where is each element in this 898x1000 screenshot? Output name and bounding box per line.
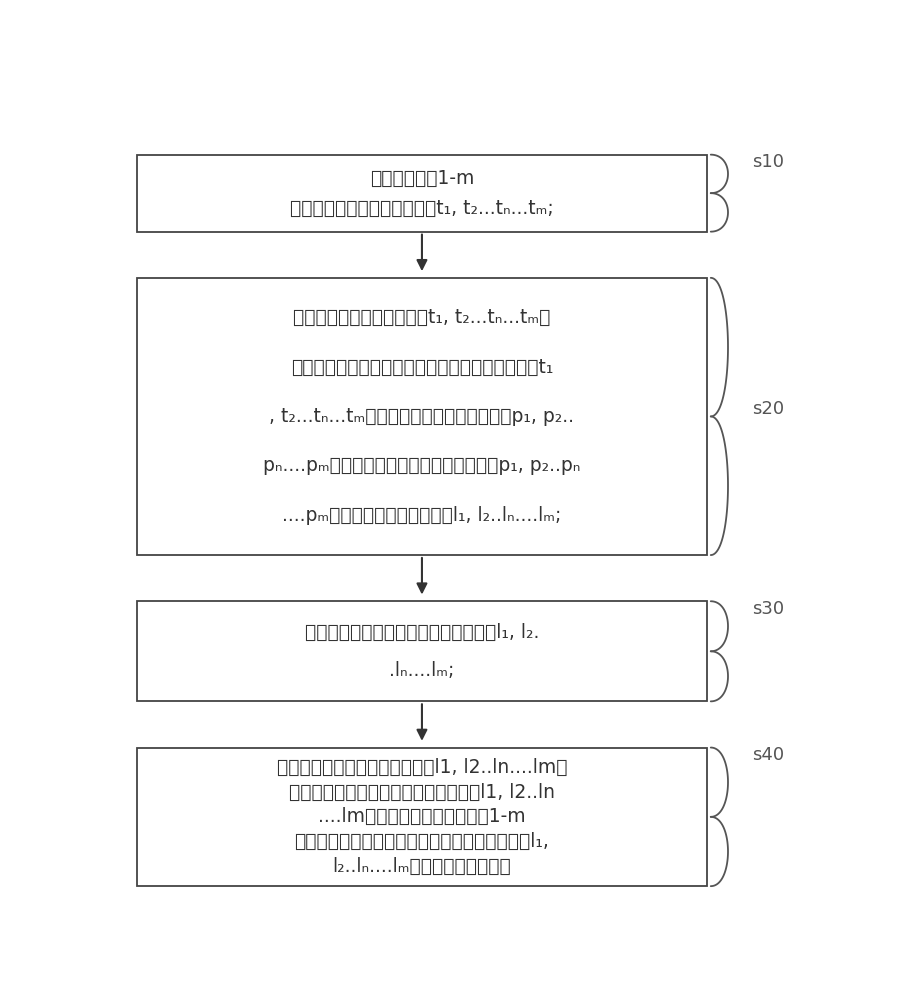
Bar	[136, 278, 708, 555]
Bar	[136, 601, 708, 701]
Text: s40: s40	[753, 746, 785, 764]
Text: 将所述现场过车时间戳信息t₁, t₂...tₙ...tₘ转: 将所述现场过车时间戳信息t₁, t₂...tₙ...tₘ转	[294, 308, 550, 327]
Bar	[136, 748, 708, 886]
Text: , t₂...tₙ...tₘ计算得到现场周期时间过车数p₁, p₂..: , t₂...tₙ...tₘ计算得到现场周期时间过车数p₁, p₂..	[269, 407, 575, 426]
Text: 个车道的现场过车时间戳信息t₁, t₂...tₙ...tₘ;: 个车道的现场过车时间戳信息t₁, t₂...tₙ...tₘ;	[290, 198, 554, 217]
Bar	[136, 155, 708, 232]
Text: 个检测器接口；使得信号机根据所述过车数信息l₁,: 个检测器接口；使得信号机根据所述过车数信息l₁,	[295, 832, 550, 851]
Text: s30: s30	[753, 600, 785, 618]
Text: l₂..lₙ....lₘ调整路口红绿灯配时: l₂..lₙ....lₘ调整路口红绿灯配时	[332, 857, 511, 876]
Text: s20: s20	[753, 400, 785, 418]
Text: 发至服务端，使得服务端根据现场过车时间戳信息t₁: 发至服务端，使得服务端根据现场过车时间戳信息t₁	[291, 357, 553, 376]
Text: 获取路口的第1-m: 获取路口的第1-m	[370, 169, 474, 188]
Text: 送给信号机，或在周期时间内分别发送l1, l2..ln: 送给信号机，或在周期时间内分别发送l1, l2..ln	[289, 783, 555, 802]
Text: 接收服务端发送的周期时间过车数信息l₁, l₂.: 接收服务端发送的周期时间过车数信息l₁, l₂.	[304, 623, 539, 642]
Text: s10: s10	[753, 153, 785, 171]
Text: pₙ....pₘ，并修正所述现场周期时间过车数p₁, p₂..pₙ: pₙ....pₘ，并修正所述现场周期时间过车数p₁, p₂..pₙ	[263, 456, 581, 475]
Text: ....pₘ得到周期时间过车数信息l₁, l₂..lₙ....lₘ;: ....pₘ得到周期时间过车数信息l₁, l₂..lₙ....lₘ;	[282, 506, 561, 525]
Text: .lₙ....lₘ;: .lₙ....lₘ;	[389, 661, 454, 680]
Text: ....lm个模拟信号至信号机的第1-m: ....lm个模拟信号至信号机的第1-m	[318, 807, 525, 826]
Text: 直接将所述周期时间过车数信息l1, l2..ln....lm发: 直接将所述周期时间过车数信息l1, l2..ln....lm发	[277, 758, 568, 777]
